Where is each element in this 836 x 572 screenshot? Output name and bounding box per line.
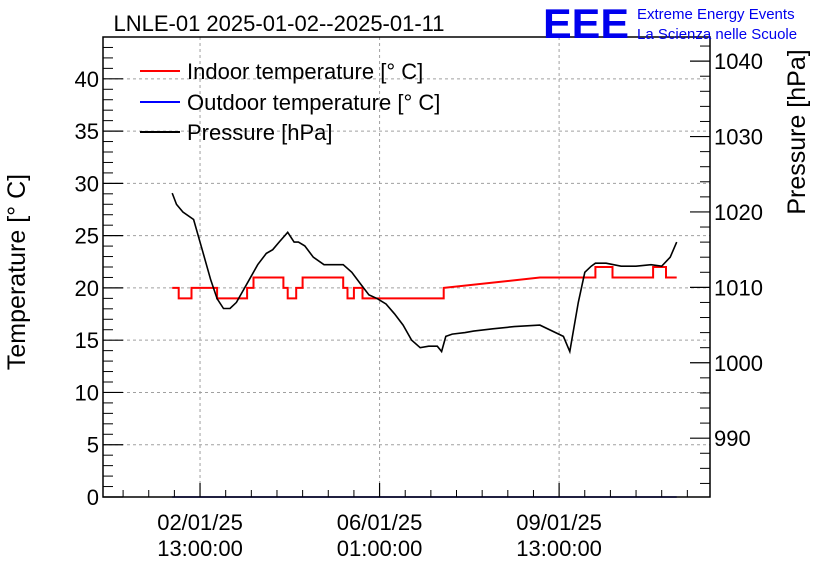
y-left-tick-label: 5 [87, 433, 99, 458]
brand-line-1: Extreme Energy Events [637, 6, 795, 23]
x-tick-label-date: 02/01/25 [157, 510, 243, 535]
y-right-tick-label: 1030 [714, 125, 763, 150]
legend-label-outdoor: Outdoor temperature [° C] [187, 90, 440, 115]
y-left-tick-label: 25 [75, 224, 99, 249]
y-right-tick-label: 1000 [714, 351, 763, 376]
chart-title: LNLE-01 2025-01-02--2025-01-11 [113, 11, 444, 36]
y-right-tick-label: 990 [714, 426, 751, 451]
y-right-tick-label: 1020 [714, 200, 763, 225]
eee-logo-icon: EEE [543, 0, 629, 47]
eee-brand: EEE Extreme Energy Events La Scienza nel… [543, 0, 797, 47]
y-left-tick-label: 15 [75, 328, 99, 353]
y-left-tick-label: 35 [75, 119, 99, 144]
legend-label-pressure: Pressure [hPa] [187, 120, 333, 145]
x-tick-label-date: 06/01/25 [337, 510, 423, 535]
y-axis-left-title: Temperature [° C] [3, 174, 31, 370]
y-axis-right-title: Pressure [hPa] [783, 49, 811, 214]
y-right-tick-label: 1010 [714, 275, 763, 300]
y-right-tick-label: 1040 [714, 49, 763, 74]
y-left-tick-label: 20 [75, 276, 99, 301]
series-layer [171, 192, 678, 498]
brand-line-2: La Scienza nelle Scuole [637, 26, 797, 43]
legend: Indoor temperature [° C] Outdoor tempera… [140, 59, 440, 145]
x-tick-label-time: 13:00:00 [157, 536, 243, 561]
grid-layer [103, 37, 710, 497]
y-left-tick-label: 30 [75, 171, 99, 196]
series-line-pressure [171, 192, 678, 355]
y-left-tick-label: 40 [75, 67, 99, 92]
y-left-tick-label: 10 [75, 380, 99, 405]
x-tick-label-date: 09/01/25 [516, 510, 602, 535]
y-left-tick-label: 0 [87, 485, 99, 510]
axis-layer: 0 5 10 15 20 25 30 35 40 990 1000 1010 1020 1030 1040 0… [75, 36, 763, 561]
x-tick-label-time: 13:00:00 [516, 536, 602, 561]
x-tick-label-time: 01:00:00 [337, 536, 423, 561]
legend-label-indoor: Indoor temperature [° C] [187, 59, 423, 84]
